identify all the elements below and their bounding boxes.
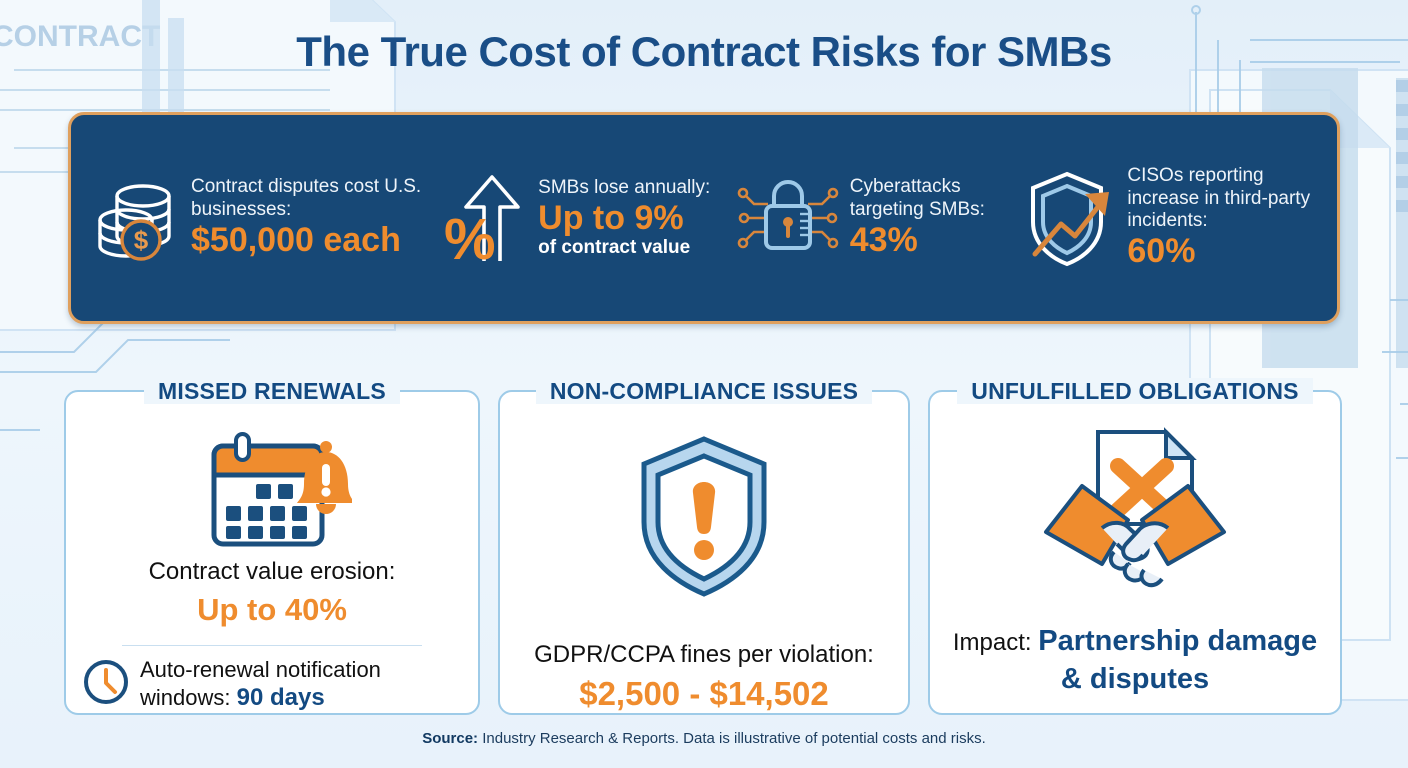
building-silhouettes-left [142, 0, 184, 128]
auto-renewal-value: 90 days [236, 684, 325, 711]
stat-item-ciso-incidents: CISOs reporting increase in third-party … [1023, 165, 1315, 271]
auto-renewal-label: Auto-renewal notification windows: [140, 656, 381, 711]
card-missed-renewals: Contract value erosion: Up to 40% Auto-r… [64, 378, 480, 715]
coin-stack-dollar-icon: $ [93, 172, 181, 264]
source-footer: Source: Industry Research & Reports. Dat… [0, 730, 1408, 747]
handshake-rejected-document-icon [1040, 422, 1230, 597]
calendar-bell-alert-icon [192, 420, 352, 557]
page-title: The True Cost of Contract Risks for SMBs [296, 28, 1112, 75]
card-line2: Up to 40% [197, 592, 347, 628]
card-line1: Impact: [952, 629, 1032, 656]
stat-item-contract-disputes: $ Contract disputes cost U.S. businesses… [93, 172, 442, 264]
shield-exclamation-icon [638, 428, 770, 605]
clock-icon [82, 658, 130, 711]
svg-text:%: % [444, 207, 496, 272]
stat-label: SMBs lose annually: [538, 176, 711, 198]
stat-label: Cyberattacks targeting SMBs: [849, 176, 985, 220]
card-line1: Contract value erosion: [148, 558, 396, 586]
card-line1: GDPR/CCPA fines per violation: [534, 641, 874, 668]
building-windows [1396, 80, 1408, 212]
card-divider [122, 644, 422, 646]
card-impact-text: Impact: Partnership damage & disputes [930, 623, 1340, 698]
stat-value: Up to 9% [538, 199, 684, 238]
cyber-lock-icon [736, 170, 840, 266]
stat-label: Contract disputes cost U.S. businesses: [191, 176, 422, 220]
percent-up-arrow-icon: % [442, 163, 528, 273]
stat-value: $50,000 each [191, 221, 401, 260]
source-label: Source: [422, 730, 479, 747]
svg-text:$: $ [134, 225, 149, 255]
card-non-compliance: GDPR/CCPA fines per violation: $2,500 - … [498, 378, 910, 715]
source-text: Industry Research & Reports. Data is ill… [478, 730, 986, 747]
key-stats-bar: $ Contract disputes cost U.S. businesses… [68, 112, 1340, 324]
card-title-missed-renewals: MISSED RENEWALS [66, 378, 478, 405]
auto-renewal-text: Auto-renewal notification windows: 90 da… [140, 656, 462, 714]
shield-trend-up-icon [1023, 168, 1117, 268]
auto-renewal-row: Auto-renewal notification windows: 90 da… [66, 656, 478, 714]
stat-item-annual-loss: % SMBs lose annually: Up to 9% of contra… [442, 163, 736, 273]
card-line2: $2,500 - $14,502 [579, 675, 829, 712]
stat-value: 43% [849, 221, 918, 260]
risk-cards-row: Contract value erosion: Up to 40% Auto-r… [0, 378, 1408, 720]
stat-item-cyberattacks: Cyberattacks targeting SMBs: 43% [736, 170, 1024, 266]
stat-value: 60% [1127, 232, 1196, 271]
card-line2: Partnership damage & disputes [1038, 625, 1318, 695]
stat-label: CISOs reporting increase in third-party … [1127, 165, 1311, 231]
svg-text:CONTRACT: CONTRACT [0, 20, 160, 53]
card-title-non-compliance: NON-COMPLIANCE ISSUES [500, 378, 908, 405]
card-title-unfulfilled-obligations: UNFULFILLED OBLIGATIONS [930, 378, 1340, 405]
card-unfulfilled-obligations: Impact: Partnership damage & disputes UN… [928, 378, 1342, 715]
stat-sublabel: of contract value [538, 237, 691, 259]
